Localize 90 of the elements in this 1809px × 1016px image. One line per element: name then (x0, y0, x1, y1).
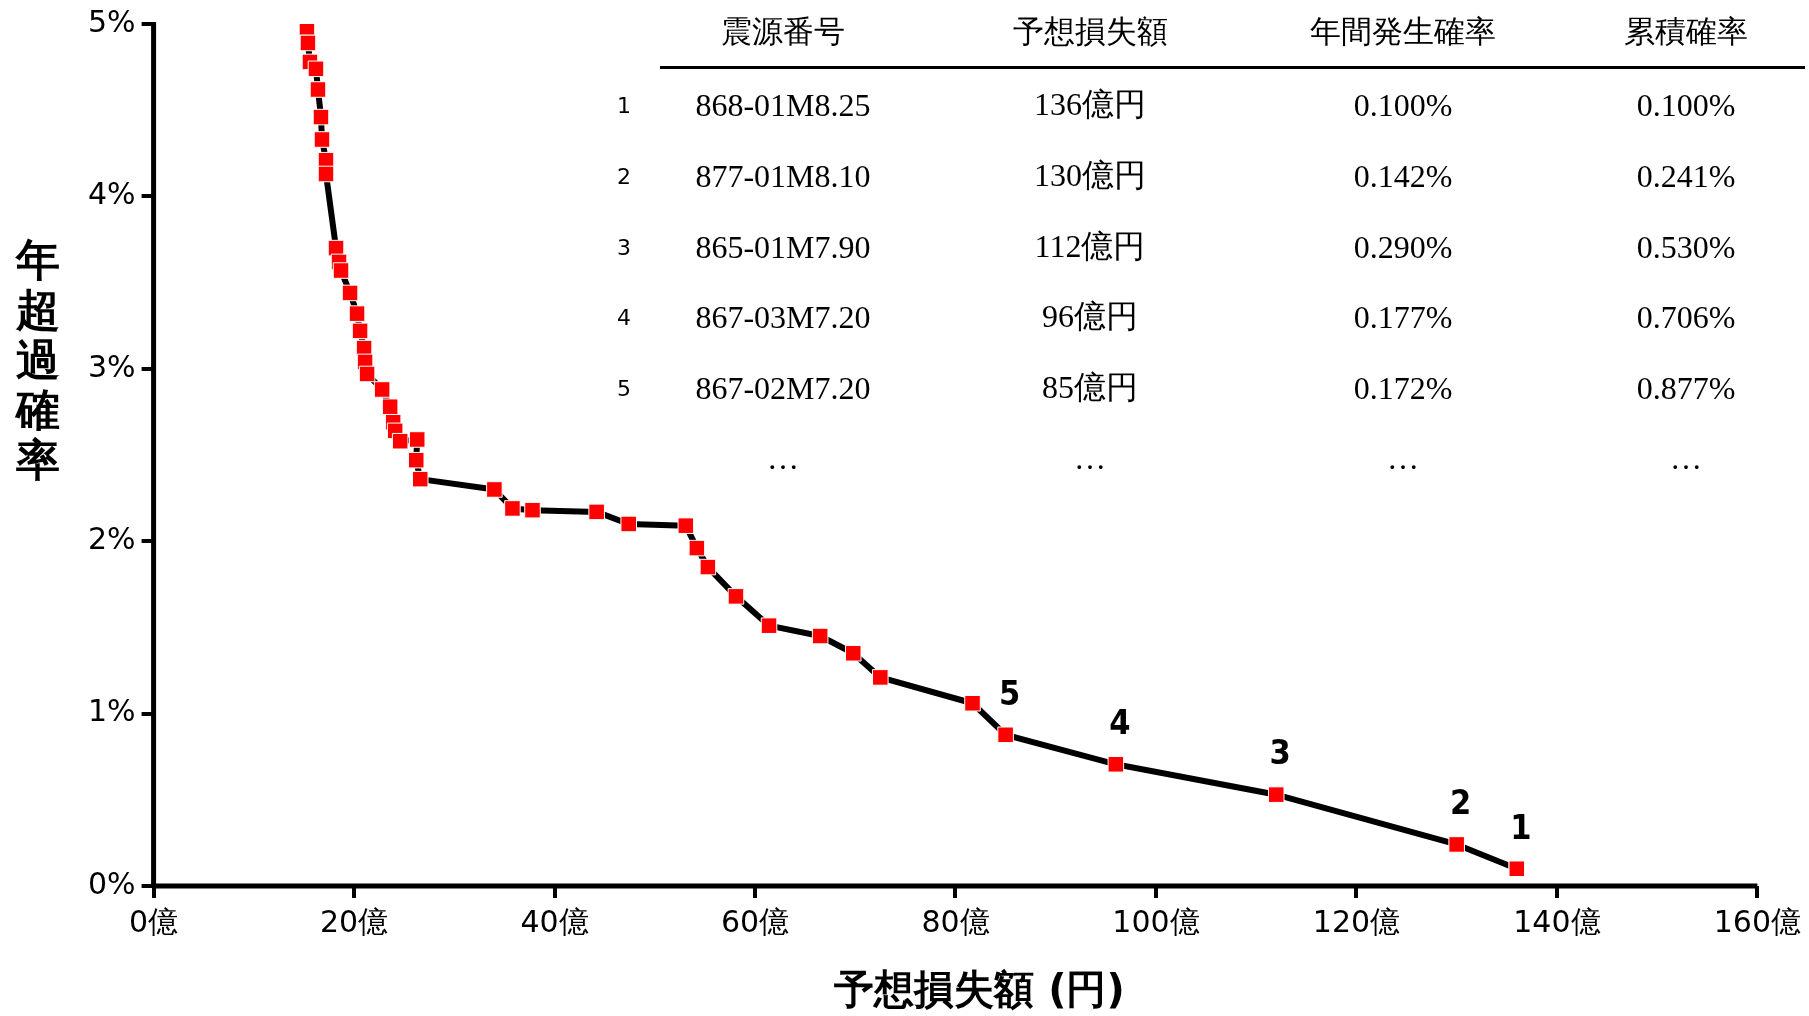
annotation: 累積確率 (1624, 12, 1748, 51)
point (677, 517, 695, 534)
annotation: 136億円 (1034, 85, 1146, 124)
annotation: 3 (617, 234, 631, 260)
annotation: 1 (1510, 806, 1532, 847)
point (760, 617, 778, 634)
annotation: 4 (1109, 702, 1131, 743)
x-tick-label: 100億 (1112, 903, 1200, 939)
annotation: 0.172% (1353, 369, 1453, 407)
point (997, 726, 1014, 744)
annotation: 0.241% (1636, 157, 1736, 195)
point (872, 669, 889, 686)
annotation: 5 (617, 375, 631, 401)
annotation: 3 (1269, 732, 1291, 773)
point (312, 108, 330, 126)
y-tick-label: 4% (88, 176, 136, 212)
point (341, 284, 359, 302)
annotation: … (1670, 439, 1702, 477)
annotation: 0.877% (1636, 369, 1736, 407)
point (317, 165, 335, 183)
x-tick-label: 0億 (129, 903, 179, 939)
point (844, 644, 862, 662)
point (688, 539, 706, 557)
point (307, 60, 325, 78)
point (504, 500, 521, 517)
point (524, 501, 541, 519)
annotation: 130億円 (1034, 156, 1146, 195)
point (588, 503, 605, 521)
x-axis-title: 予想損失額 (円) (833, 965, 1126, 1014)
y-axis-title: 年超過確率 (14, 234, 61, 485)
annotation: … (767, 439, 799, 477)
point (313, 131, 331, 148)
x-tick-label: 20億 (319, 903, 389, 939)
annotation: 1 (617, 92, 631, 118)
point (811, 627, 829, 645)
point (348, 305, 366, 322)
point (411, 470, 429, 488)
point (391, 432, 409, 450)
annotation: 877-01M8.10 (695, 157, 871, 195)
point (407, 451, 425, 469)
annotation: 5 (998, 672, 1021, 713)
annotation: 96億円 (1042, 297, 1138, 336)
point (381, 398, 399, 416)
x-tick-label: 60億 (720, 903, 790, 939)
point (1267, 786, 1285, 803)
y-tick-label: 5% (88, 3, 136, 39)
point (1107, 756, 1125, 773)
point (299, 34, 317, 52)
annotation: 予想損失額 (1012, 12, 1168, 51)
point (964, 694, 981, 712)
annotation: 112億円 (1034, 227, 1146, 266)
annotation: 0.142% (1353, 157, 1453, 195)
annotation: 0.530% (1636, 228, 1736, 266)
x-tick-label: 160億 (1713, 903, 1801, 939)
annotation: 0.290% (1353, 228, 1453, 266)
point (699, 558, 717, 576)
y-tick-label: 0% (88, 865, 136, 901)
annotation: 4 (617, 304, 631, 330)
point (727, 588, 745, 605)
point (358, 365, 376, 383)
annotation: 年間発生確率 (1310, 12, 1496, 51)
annotation: 2 (617, 163, 631, 189)
point (620, 515, 637, 533)
annotation: 0.100% (1636, 86, 1736, 124)
y-tick-label: 2% (88, 521, 136, 556)
y-tick-label: 1% (88, 693, 136, 729)
point (309, 81, 327, 98)
annotation: 震源番号 (721, 12, 845, 51)
point (1448, 836, 1465, 853)
annotation: 868-01M8.25 (695, 86, 871, 124)
annotation: 0.706% (1636, 298, 1736, 336)
x-tick-label: 120億 (1312, 903, 1401, 939)
annotation: 0.177% (1353, 298, 1453, 336)
annotation: 2 (1450, 782, 1472, 823)
point (486, 481, 503, 498)
point (332, 262, 350, 279)
annotation: … (1387, 439, 1419, 477)
annotation: … (1074, 439, 1106, 477)
point (373, 381, 391, 398)
x-tick-label: 40億 (520, 903, 589, 939)
annotation: 0.100% (1353, 86, 1453, 124)
x-tick-label: 80億 (921, 903, 990, 939)
annotation: 85億円 (1042, 368, 1138, 407)
x-tick-label: 140億 (1513, 903, 1601, 939)
annotation: 867-03M7.20 (695, 298, 871, 336)
y-tick-label: 3% (88, 348, 136, 384)
point (408, 431, 426, 448)
annotation: 867-02M7.20 (695, 369, 871, 407)
point (351, 322, 369, 340)
annotation: 865-01M7.90 (695, 228, 871, 266)
